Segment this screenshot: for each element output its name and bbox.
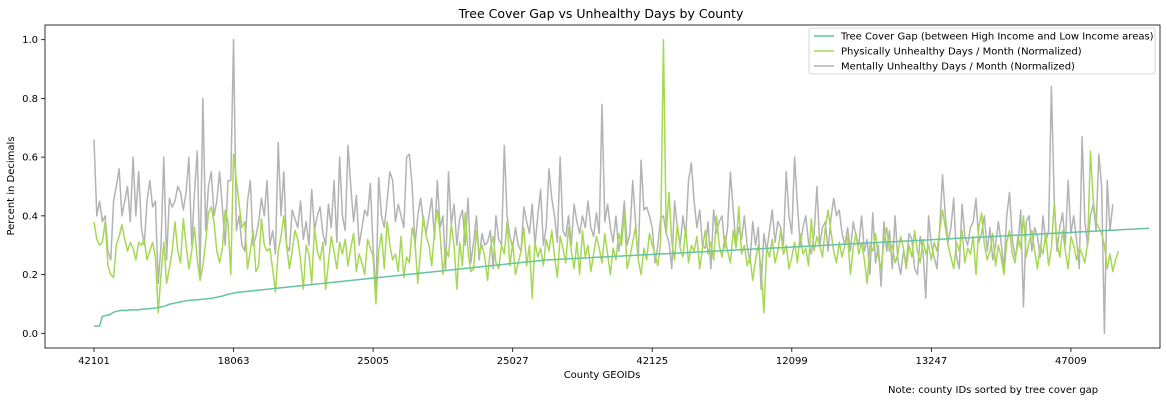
- x-tick-label: 42125: [636, 356, 668, 367]
- chart-note: Note: county IDs sorted by tree cover ga…: [888, 385, 1098, 396]
- y-axis-label: Percent in Decimals: [6, 136, 17, 235]
- x-tick-label: 25027: [497, 356, 529, 367]
- plot-area: [93, 38, 1150, 335]
- series-line-2: [93, 38, 1114, 335]
- y-tick-label: 0.8: [22, 94, 38, 105]
- y-tick-label: 0.6: [22, 153, 38, 164]
- series-line-0: [94, 227, 1150, 327]
- y-tick-label: 1.0: [22, 35, 38, 46]
- x-tick-label: 25005: [357, 356, 389, 367]
- y-tick-label: 0.0: [22, 329, 38, 340]
- y-axis: 0.0 0.2 0.4 0.6 0.8 1.0: [22, 35, 45, 340]
- y-tick-label: 0.2: [22, 270, 38, 281]
- x-tick-label: 47009: [1055, 356, 1087, 367]
- x-tick-label: 42101: [78, 356, 110, 367]
- legend-label-1: Physically Unhealthy Days / Month (Norma…: [841, 47, 1082, 58]
- x-axis: 42101 18063 25005 25027 42125 12099 13247 47009: [78, 348, 1087, 367]
- plot-frame: [44, 24, 1161, 349]
- legend-label-0: Tree Cover Gap (between High Income and …: [840, 32, 1154, 43]
- x-tick-label: 13247: [915, 356, 947, 367]
- legend-label-2: Mentally Unhealthy Days / Month (Normali…: [841, 62, 1075, 73]
- series-line-1: [93, 38, 1120, 314]
- legend: Tree Cover Gap (between High Income and …: [808, 27, 1156, 75]
- x-axis-label: County GEOIDs: [564, 370, 641, 381]
- y-tick-label: 0.4: [22, 211, 38, 222]
- chart-title: Tree Cover Gap vs Unhealthy Days by Coun…: [458, 6, 744, 21]
- x-tick-label: 18063: [218, 356, 250, 367]
- x-tick-label: 12099: [776, 356, 808, 367]
- legend-box: [808, 27, 1156, 75]
